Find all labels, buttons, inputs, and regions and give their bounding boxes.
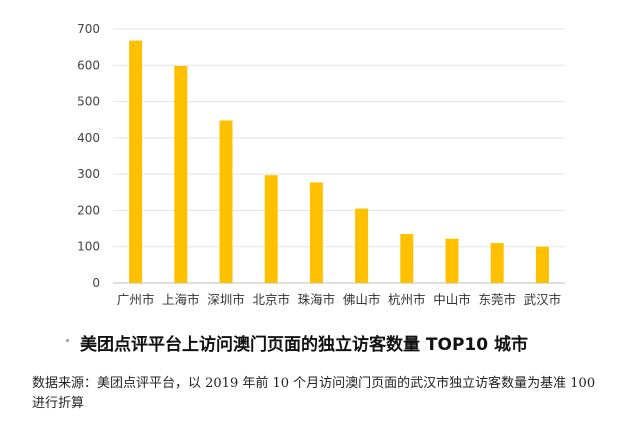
x-tick-label: 北京市 (252, 292, 290, 307)
y-tick-label: 600 (77, 58, 100, 72)
x-tick-label: 深圳市 (207, 292, 245, 307)
x-tick-label: 上海市 (162, 292, 200, 307)
x-tick-label: 珠海市 (298, 292, 336, 307)
y-tick-label: 500 (77, 95, 100, 109)
bar (309, 182, 323, 283)
y-tick-label: 400 (77, 131, 100, 145)
y-tick-label: 100 (77, 240, 100, 254)
bar (490, 243, 504, 283)
x-tick-label: 中山市 (433, 292, 471, 307)
bar (400, 234, 414, 283)
y-tick-label: 0 (92, 276, 100, 290)
data-source-note: 数据来源：美团点评平台，以 2019 年前 10 个月访问澳门页面的武汉市独立访… (32, 376, 596, 411)
y-tick-label: 200 (77, 203, 100, 217)
y-tick-label: 300 (77, 167, 100, 181)
x-tick-label: 杭州市 (388, 292, 426, 307)
bar (174, 66, 188, 283)
bar (445, 238, 459, 283)
y-tick-label: 700 (77, 22, 100, 36)
chart-title: 美团点评平台上访问澳门页面的独立访客数量 TOP10 城市 (80, 335, 529, 355)
x-tick-label: 佛山市 (343, 292, 381, 307)
bullet-dot (66, 339, 69, 342)
bar (129, 40, 143, 284)
bar (219, 120, 233, 283)
bar (535, 246, 549, 283)
bar-chart: 0 100 200 300 400 500 600 700 广州市 上海市 深圳市 北京市 珠海市 佛山市… (77, 22, 565, 307)
x-tick-label: 广州市 (117, 292, 155, 307)
x-tick-label: 东莞市 (478, 292, 516, 307)
x-tick-label: 武汉市 (524, 292, 562, 307)
bar (355, 208, 369, 283)
bar (264, 175, 278, 283)
